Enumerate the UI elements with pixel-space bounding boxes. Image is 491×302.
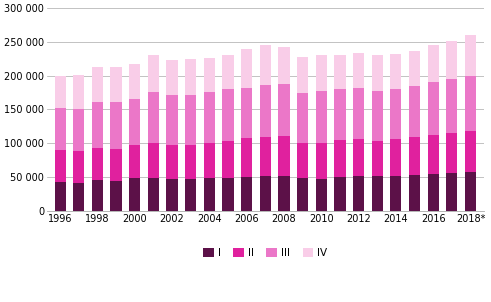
- Bar: [353, 176, 364, 211]
- Bar: [428, 135, 439, 174]
- Bar: [465, 35, 476, 76]
- Bar: [297, 93, 308, 143]
- Bar: [278, 137, 290, 176]
- Bar: [129, 145, 140, 178]
- Bar: [446, 79, 458, 133]
- Bar: [353, 53, 364, 88]
- Bar: [465, 172, 476, 211]
- Bar: [204, 92, 215, 143]
- Bar: [316, 91, 327, 143]
- Bar: [390, 139, 402, 176]
- Bar: [222, 89, 234, 140]
- Bar: [148, 178, 159, 211]
- Bar: [92, 102, 103, 148]
- Bar: [166, 95, 178, 145]
- Bar: [185, 95, 196, 145]
- Bar: [316, 55, 327, 91]
- Bar: [129, 99, 140, 145]
- Bar: [73, 75, 84, 109]
- Bar: [148, 143, 159, 178]
- Bar: [446, 173, 458, 211]
- Bar: [148, 92, 159, 143]
- Bar: [390, 89, 402, 139]
- Bar: [166, 179, 178, 211]
- Bar: [222, 140, 234, 178]
- Bar: [73, 183, 84, 211]
- Bar: [409, 175, 420, 211]
- Bar: [465, 131, 476, 172]
- Bar: [297, 143, 308, 178]
- Bar: [372, 140, 383, 176]
- Bar: [465, 76, 476, 131]
- Bar: [390, 176, 402, 211]
- Bar: [334, 177, 346, 211]
- Bar: [428, 82, 439, 135]
- Bar: [92, 180, 103, 211]
- Bar: [316, 143, 327, 179]
- Bar: [372, 91, 383, 140]
- Bar: [129, 63, 140, 99]
- Bar: [409, 86, 420, 137]
- Bar: [316, 179, 327, 211]
- Bar: [55, 108, 66, 150]
- Bar: [185, 59, 196, 95]
- Bar: [334, 55, 346, 88]
- Bar: [92, 67, 103, 102]
- Bar: [241, 88, 252, 139]
- Bar: [166, 145, 178, 179]
- Bar: [278, 176, 290, 211]
- Bar: [55, 76, 66, 108]
- Bar: [185, 145, 196, 179]
- Bar: [353, 88, 364, 139]
- Bar: [390, 54, 402, 89]
- Bar: [372, 176, 383, 211]
- Bar: [204, 58, 215, 92]
- Bar: [55, 150, 66, 182]
- Bar: [446, 133, 458, 173]
- Bar: [297, 57, 308, 93]
- Bar: [204, 143, 215, 178]
- Bar: [428, 45, 439, 82]
- Bar: [334, 88, 346, 140]
- Bar: [353, 139, 364, 176]
- Bar: [334, 140, 346, 177]
- Bar: [372, 56, 383, 91]
- Bar: [166, 60, 178, 95]
- Bar: [92, 148, 103, 180]
- Bar: [278, 85, 290, 137]
- Bar: [73, 151, 84, 183]
- Bar: [409, 137, 420, 175]
- Bar: [110, 102, 122, 149]
- Bar: [446, 40, 458, 79]
- Bar: [260, 45, 271, 85]
- Bar: [204, 178, 215, 211]
- Bar: [241, 177, 252, 211]
- Bar: [260, 85, 271, 137]
- Bar: [409, 51, 420, 86]
- Bar: [297, 178, 308, 211]
- Bar: [241, 139, 252, 177]
- Bar: [222, 55, 234, 89]
- Bar: [428, 174, 439, 211]
- Bar: [110, 181, 122, 211]
- Bar: [129, 178, 140, 211]
- Bar: [110, 149, 122, 181]
- Bar: [241, 49, 252, 88]
- Bar: [260, 176, 271, 211]
- Bar: [148, 55, 159, 92]
- Bar: [185, 179, 196, 211]
- Bar: [73, 109, 84, 151]
- Bar: [110, 67, 122, 102]
- Bar: [278, 47, 290, 85]
- Bar: [260, 137, 271, 176]
- Bar: [55, 182, 66, 211]
- Legend: I, II, III, IV: I, II, III, IV: [199, 244, 331, 262]
- Bar: [222, 178, 234, 211]
